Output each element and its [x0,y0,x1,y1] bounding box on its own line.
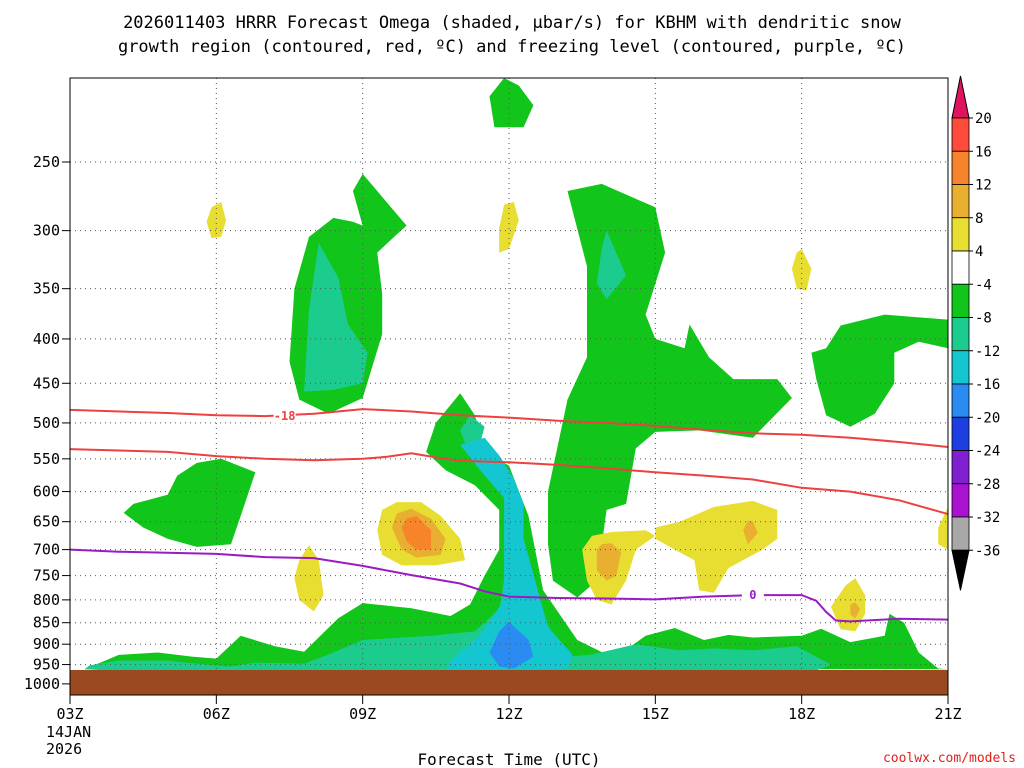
colorbar-label: 8 [975,211,983,227]
y-tick-label: 1000 [24,675,60,693]
colorbar-swatch-8 [951,350,970,385]
omega-region-9 [460,415,485,445]
colorbar-label: 16 [975,144,992,160]
y-tick-label: 950 [33,656,60,674]
y-tick-label: 450 [33,374,60,392]
y-tick-label: 500 [33,414,60,432]
colorbar-label: -16 [975,377,1000,393]
x-tick-label: 21Z [934,705,961,723]
colorbar-swatch-3 [951,184,970,219]
contour-label-bg [273,409,296,424]
colorbar-swatch-7 [951,317,970,352]
omega-region-0 [123,458,256,547]
y-tick-label: 600 [33,483,60,501]
colorbar-label: -24 [975,444,1000,460]
colorbar-label: -12 [975,344,1000,360]
contour-label-0: -18 [274,409,296,423]
y-tick-label: 250 [33,153,60,171]
colorbar-swatch-9 [951,383,970,418]
colorbar-swatch-6 [951,283,970,318]
y-tick-label: 800 [33,591,60,609]
omega-region-19 [830,578,866,632]
colorbar-label: -20 [975,410,1000,426]
x-tick-label: 15Z [642,705,669,723]
y-tick-label: 650 [33,513,60,531]
colorbar-label: -8 [975,311,992,327]
contour-line-0 [69,408,949,448]
x-date-label-day: 14JAN [46,723,91,741]
x-tick-label: 03Z [56,705,83,723]
omega-region-7 [596,230,627,300]
y-tick-label: 550 [33,450,60,468]
colorbar-bottom-arrow [951,549,970,591]
colorbar-top-arrow [951,75,970,119]
colorbar-label: -4 [975,277,992,293]
omega-region-14 [791,249,812,291]
omega-region-5 [489,78,534,128]
colorbar-label: -32 [975,510,1000,526]
x-tick-label: 06Z [203,705,230,723]
colorbar-label: 12 [975,178,992,194]
x-tick-label: 09Z [349,705,376,723]
contour-line-1 [69,448,949,516]
omega-region-24 [850,602,861,619]
omega-region-15 [294,545,324,612]
omega-region-11 [489,621,534,669]
omega-region-13 [499,202,519,253]
omega-region-4 [811,314,948,427]
y-tick-label: 400 [33,330,60,348]
credit-link[interactable]: coolwx.com/models [883,751,1016,766]
y-tick-label: 350 [33,280,60,298]
colorbar-label: -28 [975,477,1000,493]
colorbar-swatch-11 [951,450,970,485]
y-tick-label: 700 [33,541,60,559]
plot-area [70,78,948,670]
y-axis: 250 300 350 400 450 500 550 600 650 700 750 800 850 9… [24,153,70,693]
omega-region-6 [304,243,368,392]
colorbar-swatch-13 [951,516,970,551]
colorbar-label: -36 [975,543,1000,559]
omega-region-25 [401,515,431,550]
omega-region-8 [84,549,831,670]
x-axis: 03Z 06Z 09Z 12Z 15Z 18Z 21Z [56,695,962,723]
y-tick-label: 900 [33,635,60,653]
colorbar-legend: 20 16 12 8 4 -4 -8 -12 -16 -20 -24 -28 -32 -36 [951,75,1000,591]
colorbar-swatch-1 [951,117,970,152]
y-tick-label: 300 [33,222,60,240]
contour-lines: -18 0 [69,408,949,623]
chart-title-line-1: 2026011403 HRRR Forecast Omega (shaded, … [123,13,902,33]
contour-label-2: 0 [749,588,756,602]
colorbar-swatch-10 [951,416,970,451]
x-date-label-year: 2026 [46,740,82,758]
colorbar-swatch-4 [951,217,970,252]
y-tick-label: 850 [33,614,60,632]
colorbar-label: 4 [975,244,983,260]
contour-line-2 [69,548,949,623]
omega-region-22 [596,543,622,581]
x-axis-title: Forecast Time (UTC) [417,750,600,768]
contour-label-bg [741,588,764,603]
ground-layer [70,670,948,695]
omega-region-12 [206,202,227,239]
omega-region-20 [938,506,948,550]
omega-region-23 [743,520,758,545]
x-tick-label: 18Z [788,705,815,723]
chart-title-line-2: growth region (contoured, red, ºC) and f… [118,37,906,57]
colorbar-label: 20 [975,111,992,127]
colorbar-swatch-5 [951,250,970,285]
colorbar-swatch-12 [951,483,970,518]
x-tick-label: 12Z [495,705,522,723]
omega-shaded-regions [84,78,948,670]
y-tick-label: 750 [33,567,60,585]
colorbar-swatch-2 [951,150,970,185]
